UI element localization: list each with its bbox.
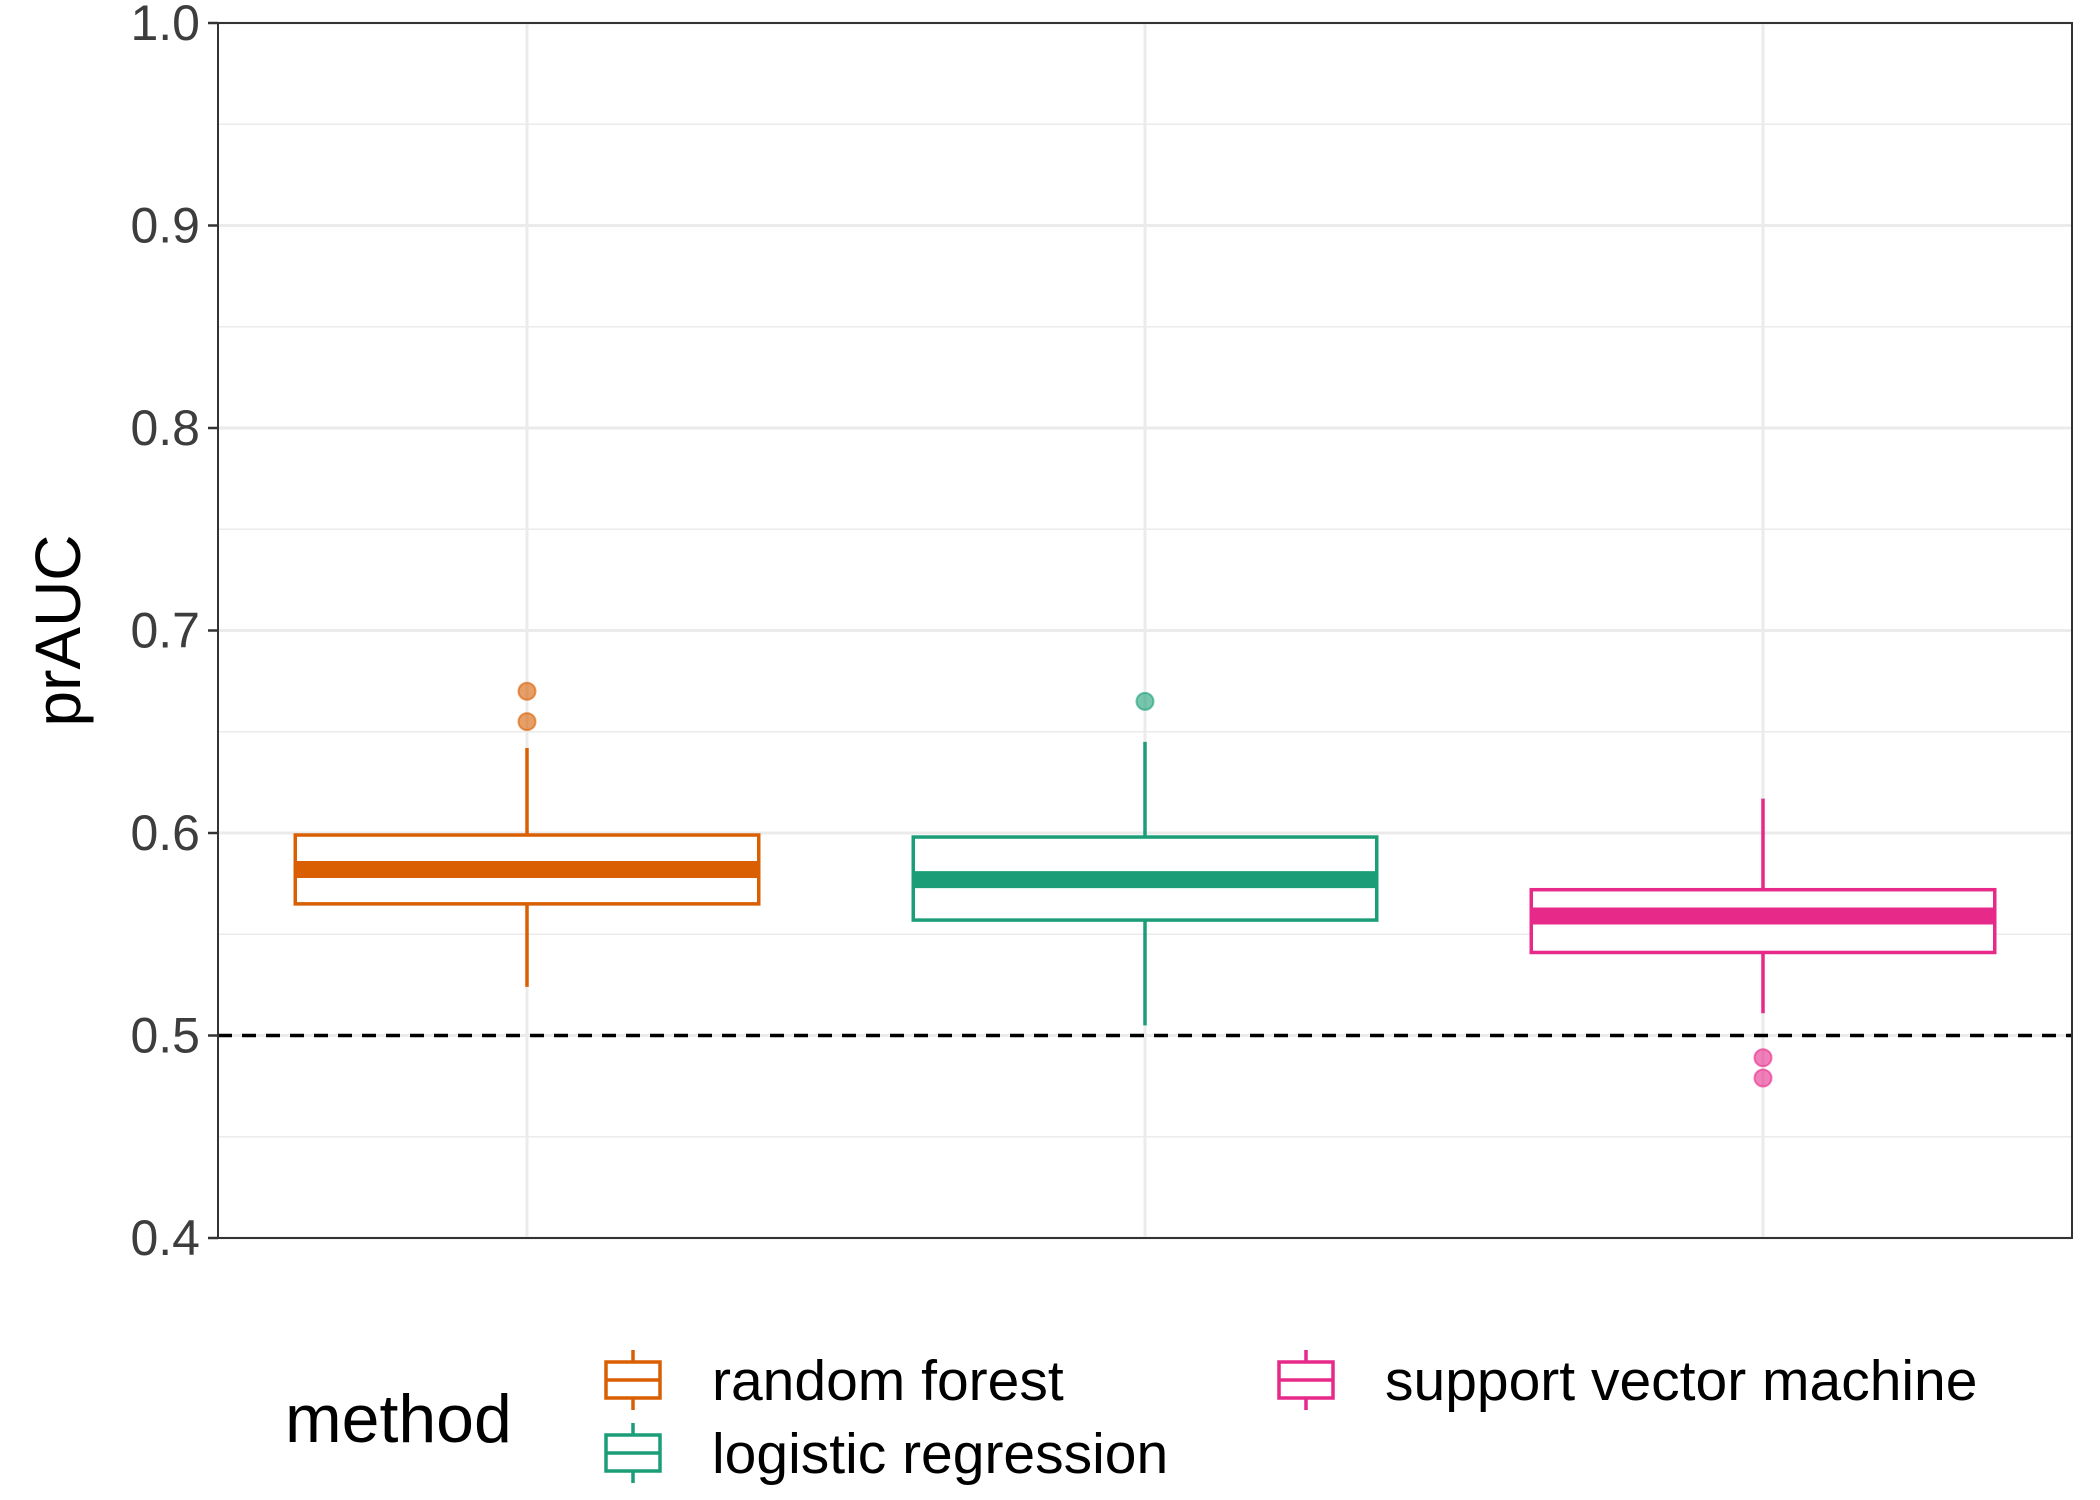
box-logistic-regression <box>911 691 1379 1026</box>
legend-item-support-vector-machine: support vector machine <box>1277 1349 1977 1413</box>
outlier-point <box>1135 691 1155 711</box>
y-axis: 0.4 0.5 0.6 0.7 0.8 0.9 1.0 <box>130 0 218 1266</box>
legend-label: logistic regression <box>712 1422 1168 1486</box>
y-tick-label: 0.8 <box>130 400 200 456</box>
y-tick-label: 0.7 <box>130 603 200 659</box>
legend-title: method <box>285 1381 512 1457</box>
legend-label: support vector machine <box>1385 1349 1977 1413</box>
y-tick-label: 0.5 <box>130 1008 200 1064</box>
grid <box>218 21 2072 1240</box>
box-support-vector-machine <box>1529 798 1997 1088</box>
legend-item-random-forest: random forest <box>604 1349 1064 1413</box>
y-tick-label: 0.6 <box>130 805 200 861</box>
outlier-point <box>517 681 537 701</box>
y-axis-title: prAUC <box>22 534 94 726</box>
y-tick-label: 1.0 <box>130 0 200 51</box>
box-random-forest <box>293 681 761 987</box>
legend: method random forest logistic regression s… <box>285 1349 1977 1486</box>
y-tick-label: 0.4 <box>130 1210 200 1266</box>
outlier-point <box>517 712 537 732</box>
outlier-point <box>1753 1068 1773 1088</box>
legend-label: random forest <box>712 1349 1064 1413</box>
boxes <box>293 681 1997 1088</box>
legend-item-logistic-regression: logistic regression <box>604 1422 1168 1486</box>
outlier-point <box>1753 1048 1773 1068</box>
y-tick-label: 0.9 <box>130 198 200 254</box>
